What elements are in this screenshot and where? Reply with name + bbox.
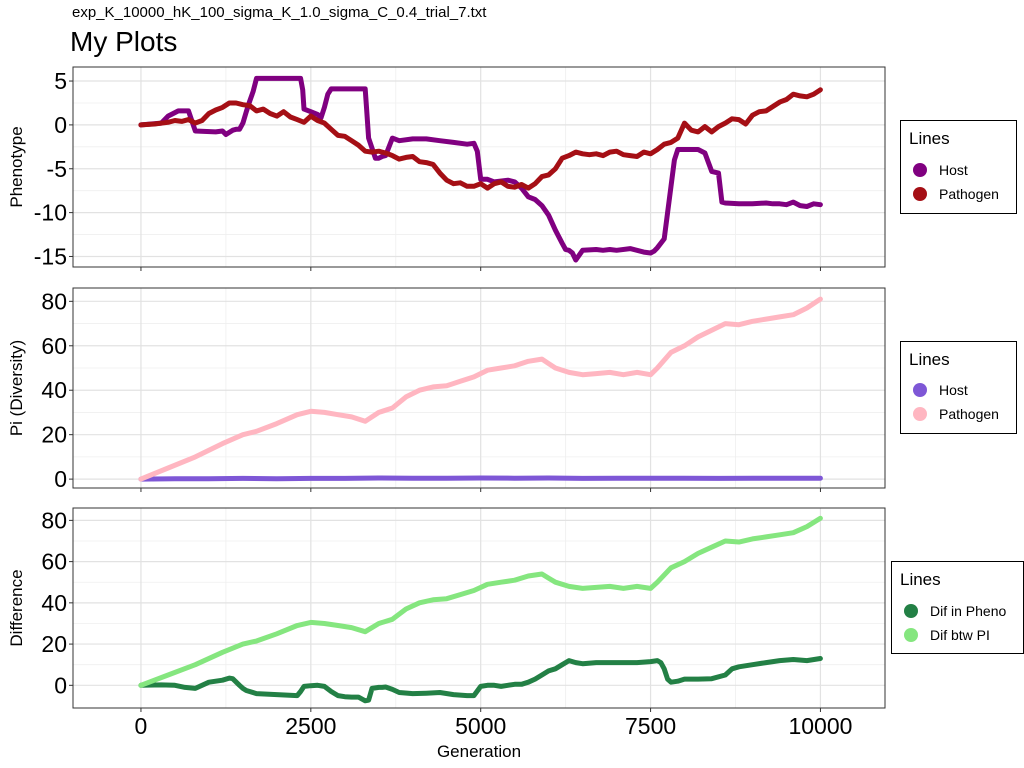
x-tick-label: 0	[135, 713, 148, 739]
y-tick-label: 0	[54, 112, 67, 138]
legend-item-pathogen: Pathogen	[909, 403, 999, 425]
x-tick-label: 5000	[455, 713, 506, 739]
plot-border	[72, 66, 886, 268]
legend-key-dif-btw-pi	[904, 628, 918, 642]
x-tick-label: 2500	[285, 713, 336, 739]
y-axis-label: Difference	[7, 569, 26, 646]
legend-diversity: Lines Host Pathogen	[900, 341, 1017, 434]
legend-item-host: Host	[909, 379, 968, 401]
legend-label-dif-btw-pi: Dif btw PI	[930, 627, 990, 643]
y-tick-label: 80	[41, 507, 67, 533]
legend-title: Lines	[900, 570, 941, 589]
legend-key-host	[913, 383, 927, 397]
legend-item-pathogen: Pathogen	[909, 183, 999, 205]
series-line-dif-btw-pi	[138, 515, 823, 688]
y-tick-label: 0	[54, 672, 67, 698]
legend-label-host: Host	[939, 382, 968, 398]
legend-item-dif-btw-pi: Dif btw PI	[900, 624, 990, 646]
legend-label-host: Host	[939, 162, 968, 178]
x-tick-label: 7500	[625, 713, 676, 739]
series-line-pathogen	[138, 296, 823, 482]
y-tick-label: 5	[54, 68, 67, 94]
legend-label-pathogen: Pathogen	[939, 186, 999, 202]
legend-label-pathogen: Pathogen	[939, 406, 999, 422]
y-tick-label: -15	[34, 243, 67, 269]
legend-item-host: Host	[909, 159, 968, 181]
legend-phenotype: Lines Host Pathogen	[900, 120, 1017, 214]
y-axis-label: Pi (Diversity)	[7, 340, 26, 436]
y-tick-label: 0	[54, 466, 67, 492]
y-axis-label: Phenotype	[7, 126, 26, 207]
y-tick-label: -5	[47, 156, 67, 182]
legend-key-host	[913, 163, 927, 177]
legend-item-dif-in-pheno: Dif in Pheno	[900, 600, 1006, 622]
y-tick-label: -10	[34, 200, 67, 226]
chart-subtitle: exp_K_10000_hK_100_sigma_K_1.0_sigma_C_0…	[72, 4, 487, 21]
y-tick-label: 60	[41, 549, 67, 575]
y-tick-label: 40	[41, 590, 67, 616]
legend-title: Lines	[909, 350, 950, 369]
plot-border	[72, 287, 886, 489]
x-axis-label: Generation	[437, 742, 521, 761]
y-tick-label: 60	[41, 333, 67, 359]
series-line-dif-in-pheno	[138, 656, 823, 704]
legend-key-pathogen	[913, 407, 927, 421]
plot-border	[72, 507, 886, 709]
y-tick-label: 20	[41, 631, 67, 657]
y-tick-label: 20	[41, 422, 67, 448]
series-line-host	[138, 475, 823, 482]
series-line-pathogen	[138, 87, 823, 191]
legend-difference: Lines Dif in Pheno Dif btw PI	[891, 561, 1024, 654]
legend-label-dif-in-pheno: Dif in Pheno	[930, 603, 1007, 619]
y-tick-label: 40	[41, 377, 67, 403]
y-tick-label: 80	[41, 288, 67, 314]
legend-key-pathogen	[913, 187, 927, 201]
x-tick-label: 10000	[788, 713, 852, 739]
chart-title: My Plots	[70, 26, 178, 57]
legend-key-dif-in-pheno	[904, 604, 918, 618]
legend-title: Lines	[909, 129, 950, 148]
